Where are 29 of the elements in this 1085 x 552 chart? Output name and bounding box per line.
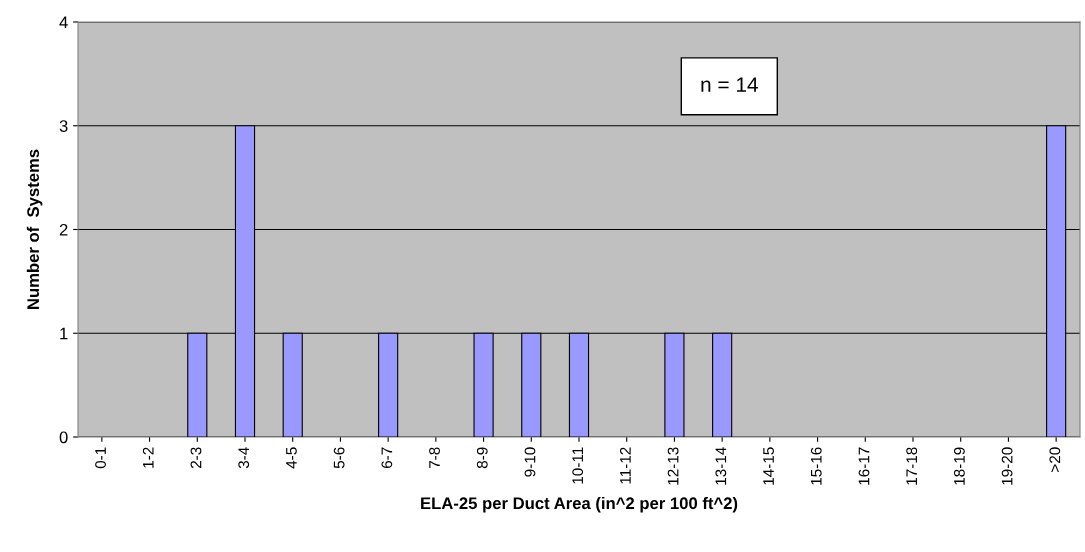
y-tick-label: 1: [60, 327, 68, 340]
x-tick-label: 11-12: [620, 447, 631, 484]
x-tick-label: 8-9: [476, 447, 488, 469]
x-tick-label: 4-5: [286, 447, 297, 469]
x-tick-label: 1-2: [142, 447, 154, 468]
y-tick-label: 0: [59, 431, 68, 444]
annotation: n = 14: [701, 77, 758, 92]
x-tick-label: 16-17: [858, 447, 870, 485]
x-tick-label: 3-4: [238, 447, 250, 469]
x-tick-label: 5-6: [333, 447, 345, 469]
y-tick-label: 2: [59, 223, 68, 236]
x-axis-title: ELA-25 per Duct Area (in^2 per 100 ft^2): [421, 496, 738, 513]
x-tick-label: 6-7: [381, 447, 393, 469]
x-tick-label: 15-16: [810, 447, 822, 485]
x-tick-label: 2-3: [190, 447, 202, 469]
x-tick-label: 13-14: [715, 447, 727, 485]
x-tick-label: 9-10: [524, 447, 536, 477]
x-tick-label: >20: [1049, 447, 1061, 472]
x-tick-label: 18-19: [954, 447, 965, 485]
x-tick-label: 14-15: [763, 447, 774, 485]
x-tick-label: 12-13: [667, 447, 679, 485]
y-tick-label: 4: [59, 16, 68, 29]
x-tick-label: 10-11: [572, 447, 584, 484]
x-tick-label: 7-8: [429, 447, 440, 469]
x-tick-label: 19-20: [1001, 447, 1013, 485]
x-tick-label: 0-1: [95, 447, 106, 469]
x-tick-label: 17-18: [906, 447, 918, 485]
y-axis-title: Number of Systems: [26, 149, 43, 309]
y-tick-label: 3: [59, 120, 68, 132]
